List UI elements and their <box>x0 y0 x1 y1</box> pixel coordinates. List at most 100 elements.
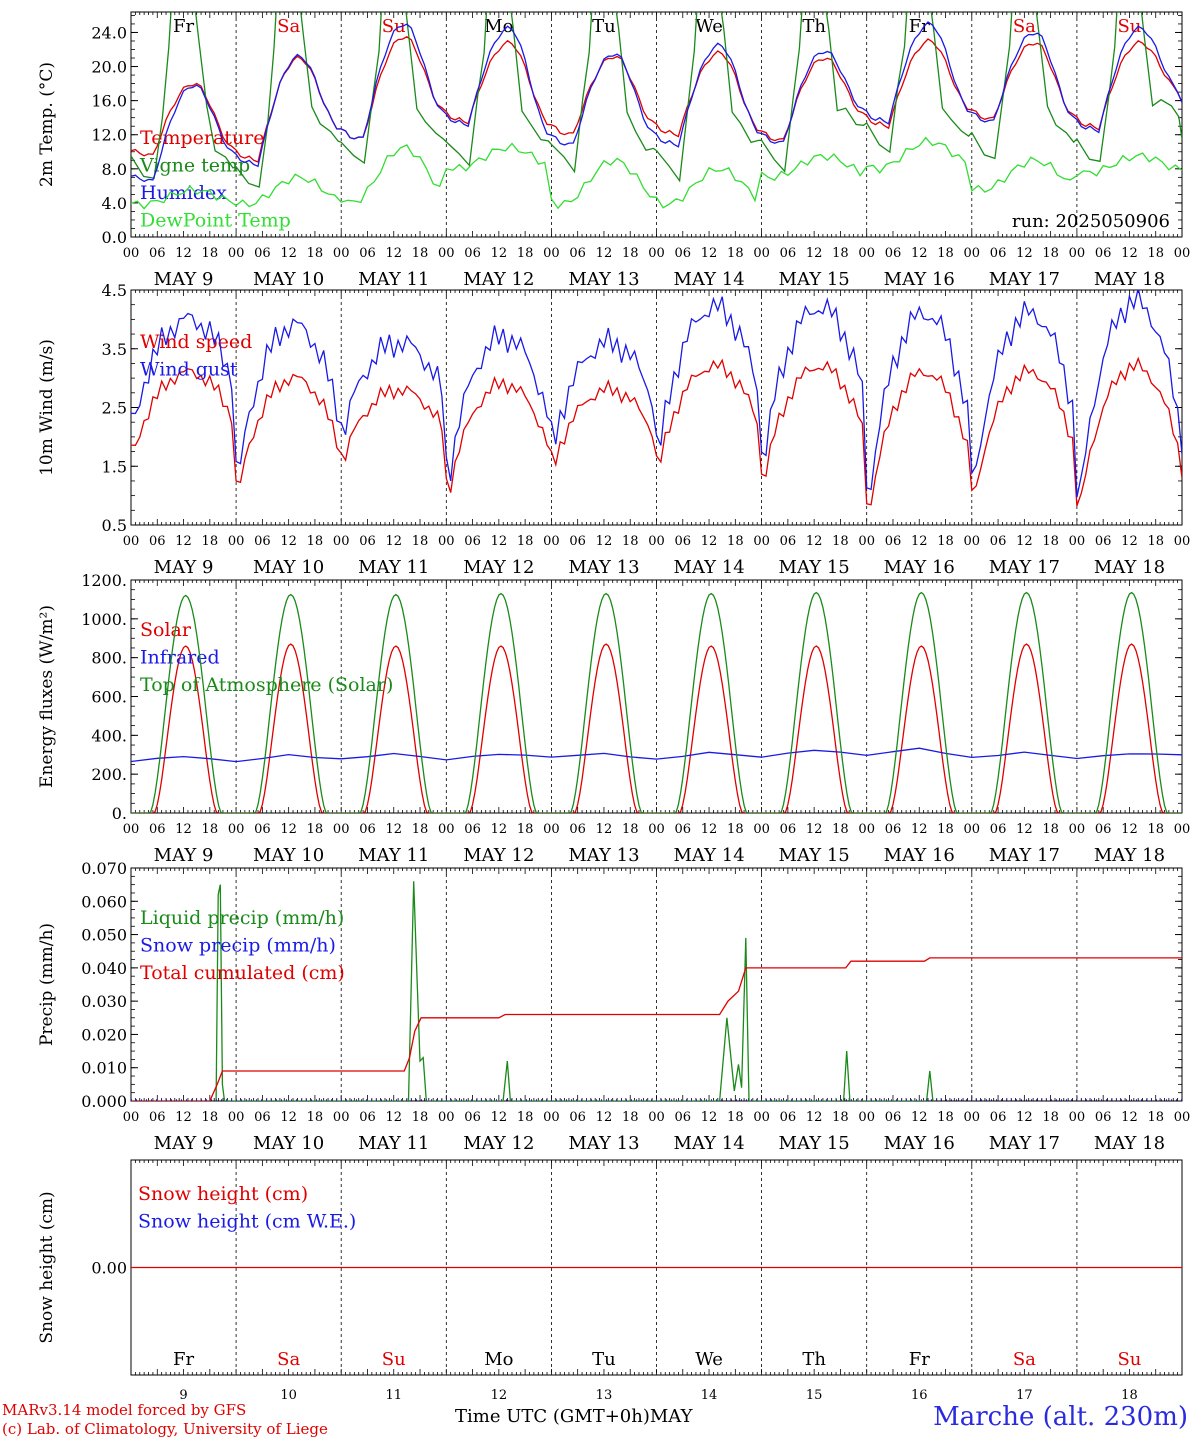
hour-tick-label: 12 <box>911 246 928 261</box>
hour-tick-label: 12 <box>491 1110 508 1125</box>
date-label: MAY 17 <box>989 557 1060 578</box>
y-tick-label: 0. <box>112 804 127 823</box>
hour-tick-label: 12 <box>806 822 823 837</box>
hour-tick-label: 12 <box>385 1110 402 1125</box>
hour-tick-label: 00 <box>753 534 770 549</box>
hour-tick-label: 12 <box>385 246 402 261</box>
date-label: MAY 14 <box>673 845 744 866</box>
hour-tick-label: 00 <box>964 534 981 549</box>
hour-tick-label: 06 <box>254 822 271 837</box>
hour-tick-label: 18 <box>832 822 849 837</box>
hour-tick-label: 06 <box>780 246 797 261</box>
weekday-label: Sa <box>277 16 300 37</box>
hour-tick-label: 12 <box>701 1110 718 1125</box>
legend-entry: Snow height (cm) <box>138 1183 308 1205</box>
hour-tick-label: 18 <box>412 534 429 549</box>
hour-tick-label: 12 <box>596 246 613 261</box>
hour-tick-label: 00 <box>228 246 245 261</box>
hour-tick-label: 06 <box>675 1110 692 1125</box>
y-tick-label: 0.00 <box>91 1259 127 1278</box>
hour-tick-label: 18 <box>517 246 534 261</box>
hour-tick-label: 12 <box>911 1110 928 1125</box>
hour-tick-label: 00 <box>1174 1110 1191 1125</box>
date-label: MAY 11 <box>358 845 429 866</box>
hour-tick-label: 06 <box>359 534 376 549</box>
y-axis-label: Energy fluxes (W/m²) <box>37 605 57 788</box>
hour-tick-label: 18 <box>517 822 534 837</box>
run-annotation: run: 2025050906 <box>1012 211 1170 232</box>
hour-tick-label: 12 <box>175 822 192 837</box>
hour-tick-label: 12 <box>1121 246 1138 261</box>
weekday-label: Th <box>802 16 826 37</box>
y-tick-label: 2.5 <box>102 399 127 418</box>
weekday-label: Th <box>802 1349 826 1370</box>
weekday-label: Su <box>1117 16 1141 37</box>
weekday-label: Su <box>1117 1349 1141 1370</box>
hour-tick-label: 00 <box>964 1110 981 1125</box>
weekday-label: Mo <box>484 16 513 37</box>
hour-tick-label: 12 <box>385 822 402 837</box>
hour-tick-label: 12 <box>280 1110 297 1125</box>
date-label: MAY 11 <box>358 269 429 290</box>
day-number-label: 12 <box>491 1388 508 1403</box>
series-line-temperature <box>131 36 1182 163</box>
hour-tick-label: 12 <box>701 534 718 549</box>
hour-tick-label: 18 <box>937 246 954 261</box>
lab-credit: (c) Lab. of Climatology, University of L… <box>2 1420 328 1438</box>
date-label: MAY 18 <box>1094 269 1165 290</box>
panel-1: 0.0 4.0 8.0 12.0 16.0 20.0 24.0 2m Temp. (°C) 00… <box>37 11 1190 290</box>
y-tick-label: 20.0 <box>91 58 127 77</box>
hour-tick-label: 06 <box>359 246 376 261</box>
hour-tick-label: 12 <box>491 246 508 261</box>
y-tick-label: 0.030 <box>81 992 127 1011</box>
series-line-top-of-atmosphere-solar- <box>131 591 1182 813</box>
date-label: MAY 17 <box>989 845 1060 866</box>
hour-tick-label: 06 <box>569 534 586 549</box>
y-tick-label: 0.040 <box>81 959 127 978</box>
hour-tick-label: 12 <box>1016 246 1033 261</box>
hour-tick-label: 18 <box>1042 822 1059 837</box>
hour-tick-label: 00 <box>123 534 140 549</box>
weekday-label: We <box>695 1349 723 1370</box>
hour-tick-label: 18 <box>202 1110 219 1125</box>
hour-tick-label: 18 <box>412 1110 429 1125</box>
hour-tick-label: 18 <box>937 534 954 549</box>
weekday-label: Sa <box>1013 1349 1036 1370</box>
legend-entry: Wind speed <box>140 331 252 353</box>
series-line-infrared <box>131 747 1182 763</box>
hour-tick-label: 00 <box>333 534 350 549</box>
hour-tick-label: 12 <box>1016 1110 1033 1125</box>
date-label: MAY 18 <box>1094 557 1165 578</box>
date-label: MAY 10 <box>253 1133 324 1154</box>
series-line-solar <box>131 643 1182 813</box>
weekday-label: Mo <box>484 1349 513 1370</box>
hour-tick-label: 00 <box>333 246 350 261</box>
day-number-label: 13 <box>596 1388 613 1403</box>
date-label: MAY 13 <box>568 269 639 290</box>
weekday-label: Fr <box>909 16 930 37</box>
day-number-label: 10 <box>280 1388 297 1403</box>
hour-tick-label: 18 <box>727 246 744 261</box>
day-number-label: 18 <box>1121 1388 1138 1403</box>
y-tick-label: 0.020 <box>81 1025 127 1044</box>
hour-tick-label: 12 <box>1121 534 1138 549</box>
model-credit: MARv3.14 model forced by GFS <box>2 1401 247 1419</box>
y-tick-label: 0.060 <box>81 892 127 911</box>
hour-tick-label: 00 <box>964 246 981 261</box>
hour-tick-label: 12 <box>280 534 297 549</box>
hour-tick-label: 18 <box>1147 1110 1164 1125</box>
series-line-total-cumulated-cm- <box>131 957 1182 1101</box>
hour-tick-label: 18 <box>517 534 534 549</box>
hour-tick-label: 12 <box>175 246 192 261</box>
weekday-label: Tu <box>592 16 616 37</box>
date-label: MAY 16 <box>884 269 955 290</box>
series-line-humidex <box>131 21 1182 183</box>
hour-tick-label: 06 <box>675 534 692 549</box>
date-label: MAY 14 <box>673 269 744 290</box>
panel-3: 0. 200. 400. 600. 800. 1000. 1200. Energy fluxe… <box>37 571 1190 866</box>
date-label: MAY 15 <box>779 269 850 290</box>
y-tick-label: 0.050 <box>81 926 127 945</box>
hour-tick-label: 00 <box>1069 822 1086 837</box>
weekday-label: We <box>695 16 723 37</box>
y-tick-label: 1200. <box>81 571 127 590</box>
